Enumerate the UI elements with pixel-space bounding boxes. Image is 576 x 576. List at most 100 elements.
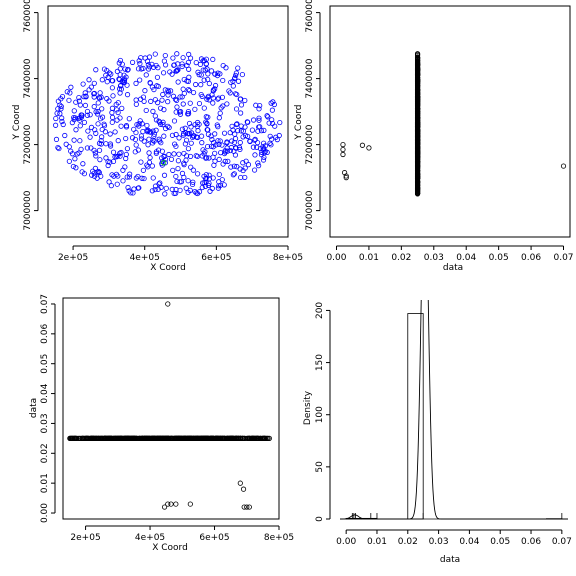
data-point [244,435,250,441]
data-point [216,156,222,163]
data-point [99,134,105,140]
data-point [203,179,209,185]
data-point [414,67,421,73]
data-point [184,153,190,159]
data-point [133,142,139,148]
data-point [414,98,421,104]
x-tick-label: 8e+05 [264,533,294,543]
data-point [162,52,168,59]
data-point [123,74,129,80]
data-point [414,125,421,131]
x-tick-label: 0.06 [521,537,541,547]
data-point [114,107,120,113]
data-point [135,147,142,153]
data-point [123,155,129,162]
data-point [153,149,159,155]
highlight-point [161,160,167,166]
data-point [154,83,160,89]
data-point [137,77,143,83]
y-tick-label: 0.03 [40,413,50,433]
data-point [260,157,267,163]
data-point [96,147,103,153]
outlier-point [343,175,349,181]
data-point [125,184,131,191]
data-point [215,138,221,144]
data-point [144,58,151,64]
data-point [116,86,123,92]
data-point [71,108,77,114]
data-point [118,435,125,441]
data-point [183,185,189,191]
data-point [168,435,175,441]
data-point [266,120,272,126]
data-point [112,129,118,135]
x-tick-label: 0.03 [429,537,449,547]
data-point [179,170,186,176]
data-point [98,94,104,100]
data-point [151,131,157,137]
data-point [269,117,275,123]
data-point [119,105,125,111]
data-point [81,119,88,126]
data-point [136,58,142,64]
data-point [414,86,421,93]
data-point [219,94,226,100]
data-point [199,140,205,146]
data-point [66,97,72,103]
data-point [174,97,180,103]
data-point [198,435,204,441]
data-point [233,106,240,112]
data-point [414,93,421,99]
data-point [124,82,130,88]
data-point [159,155,165,161]
x-tick-label: 0.00 [326,253,346,263]
data-point [238,174,244,181]
data-point [232,91,239,97]
outlier-point [165,301,171,307]
data-point [53,136,60,142]
data-point [109,119,115,125]
scatter-points [53,51,283,197]
data-point [210,56,216,63]
data-point [113,101,119,108]
data-point [123,124,130,130]
data-point [216,115,222,121]
data-point [227,130,233,136]
data-point [174,68,180,74]
x-tick-label: 0.07 [552,537,572,547]
data-point [59,118,65,125]
data-point [193,60,199,66]
data-point [83,94,89,100]
data-point [269,120,276,127]
data-point [110,158,117,165]
data-point [181,435,188,441]
data-point [146,159,153,166]
outlier-point [187,501,193,507]
data-point [233,70,239,76]
data-point [212,131,218,137]
data-point [254,144,260,150]
data-point [414,55,421,61]
y-tick-label: 7600000 [23,0,33,33]
data-point [74,151,80,157]
data-point [160,91,166,98]
data-point [94,175,100,181]
data-point [154,74,161,80]
data-point [117,57,124,64]
data-point [174,67,180,73]
data-point [140,94,147,100]
data-point [117,90,123,96]
data-point [166,435,172,441]
data-point [109,114,116,120]
outlier-point [340,142,346,148]
data-point [252,152,258,158]
y-tick-label: 7200000 [23,124,33,164]
x-tick-label: 6e+05 [199,533,229,543]
data-point [414,120,421,126]
data-point [208,143,214,149]
data-point [201,151,207,157]
data-point [72,156,78,162]
data-point [97,157,103,163]
y-tick-label: 200 [315,302,325,319]
data-point [169,132,176,138]
